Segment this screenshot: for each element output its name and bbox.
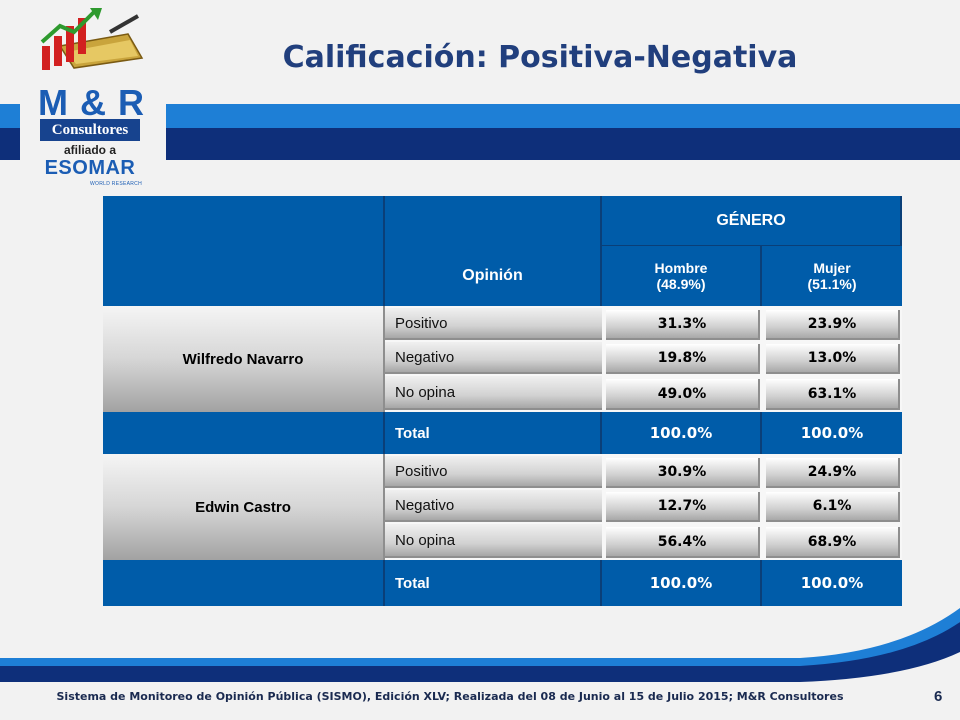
row-label-positivo: Positivo <box>385 308 602 340</box>
header-bar-light <box>166 104 960 128</box>
logo-esomar-subtitle: WORLD RESEARCH <box>90 181 142 187</box>
row-label-no-opina: No opina <box>385 376 602 410</box>
total-value: 100.0% <box>762 560 902 606</box>
header-bar-left-light <box>0 104 20 128</box>
row-label-negativo: Negativo <box>385 342 602 374</box>
logo-graphic-icon <box>40 8 144 70</box>
header-bar-left-dark <box>0 128 20 160</box>
header-empty-2 <box>385 196 602 246</box>
row-label-no-opina: No opina <box>385 524 602 558</box>
results-table: GÉNERO Opinión Hombre (48.9%) Mujer (51.… <box>103 196 902 606</box>
total-value: 100.0% <box>602 412 762 454</box>
value-cell: 63.1% <box>766 379 900 410</box>
candidate-name: Edwin Castro <box>103 454 385 560</box>
header-bars <box>166 104 960 160</box>
total-row-empty <box>103 412 385 454</box>
value-cell: 31.3% <box>606 310 760 340</box>
value-cell: 12.7% <box>606 492 760 522</box>
logo-afiliado: afiliado a <box>63 143 116 157</box>
header-empty-3 <box>103 246 385 306</box>
value-cell: 68.9% <box>766 527 900 558</box>
value-cell: 23.9% <box>766 310 900 340</box>
group-header-genero: GÉNERO <box>602 196 902 246</box>
value-cell: 30.9% <box>606 458 760 488</box>
column-header-mujer-line2: (51.1%) <box>807 276 857 292</box>
candidate-name: Wilfredo Navarro <box>103 306 385 412</box>
column-header-mujer: Mujer (51.1%) <box>762 246 902 306</box>
header-empty-1 <box>103 196 385 246</box>
total-value: 100.0% <box>762 412 902 454</box>
value-cell: 19.8% <box>606 344 760 374</box>
column-header-hombre-line2: (48.9%) <box>656 276 706 292</box>
logo-consultores: Consultores <box>40 119 140 141</box>
column-header-hombre: Hombre (48.9%) <box>602 246 762 306</box>
value-cell: 49.0% <box>606 379 760 410</box>
page-number: 6 <box>934 688 943 705</box>
column-header-hombre-line1: Hombre <box>654 260 708 276</box>
total-label: Total <box>385 560 602 606</box>
total-label: Total <box>385 412 602 454</box>
total-value: 100.0% <box>602 560 762 606</box>
opinion-header: Opinión <box>385 246 602 306</box>
header-bar-dark <box>166 128 960 160</box>
logo-brand: M & R <box>38 82 145 123</box>
total-row-empty <box>103 560 385 606</box>
footer-swoosh <box>0 608 960 682</box>
logo-esomar: ESOMAR <box>44 157 136 179</box>
value-cell: 24.9% <box>766 458 900 488</box>
value-cell: 6.1% <box>766 492 900 522</box>
footer-text: Sistema de Monitoreo de Opinión Pública … <box>56 690 844 703</box>
row-label-negativo: Negativo <box>385 490 602 522</box>
value-cell: 56.4% <box>606 527 760 558</box>
value-cell: 13.0% <box>766 344 900 374</box>
company-logo: M & R Consultores afiliado a ESOMAR WORL… <box>20 6 166 190</box>
page-title: Calificación: Positiva-Negativa <box>282 40 798 75</box>
column-header-mujer-line1: Mujer <box>813 260 851 276</box>
row-label-positivo: Positivo <box>385 456 602 488</box>
